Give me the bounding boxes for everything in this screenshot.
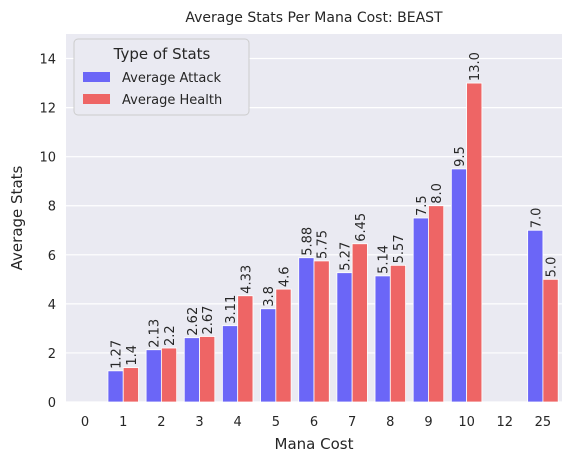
bar-health [237, 295, 254, 403]
data-label: 5.0 [545, 257, 560, 278]
bar-attack [412, 217, 429, 403]
data-label: 4.33 [239, 265, 254, 294]
data-label: 2.2 [163, 325, 178, 346]
legend-box [73, 38, 250, 116]
x-tick-label: 12 [496, 415, 513, 430]
y-tick-label: 12 [39, 102, 56, 117]
x-tick-label: 2 [157, 415, 165, 430]
bar-attack [336, 272, 353, 403]
data-label: 9.5 [453, 146, 468, 167]
y-axis-label: Average Stats [8, 165, 26, 270]
legend-label-attack: Average Attack [122, 71, 221, 86]
bar-health [199, 336, 216, 403]
bar-health [542, 278, 559, 403]
x-tick-label: 10 [458, 415, 475, 430]
bar-health [275, 288, 292, 403]
data-label: 5.88 [300, 227, 315, 256]
legend-swatch-attack [83, 72, 110, 82]
data-label: 5.14 [377, 245, 392, 274]
y-tick-label: 4 [48, 298, 56, 313]
data-label: 1.27 [110, 340, 125, 369]
y-tick-labels: 0 2 4 6 8 10 12 14 [39, 53, 56, 411]
bar-health [466, 82, 483, 403]
x-tick-label: 4 [234, 415, 242, 430]
x-tick-label: 6 [310, 415, 318, 430]
y-tick-label: 0 [48, 396, 56, 411]
bar-attack [374, 275, 391, 403]
legend-label-health: Average Health [122, 93, 222, 108]
data-label: 2.67 [201, 306, 216, 335]
bars [107, 82, 559, 403]
data-label: 2.13 [148, 319, 163, 348]
bar-health [389, 264, 406, 403]
bar-attack [527, 229, 544, 403]
bar-attack [450, 168, 468, 403]
data-label: 6.45 [354, 213, 369, 242]
bar-health [313, 260, 330, 403]
data-label: 5.27 [339, 242, 354, 271]
x-tick-label: 3 [195, 415, 203, 430]
bar-health [160, 347, 178, 403]
x-axis-label: Mana Cost [275, 435, 354, 453]
y-tick-label: 14 [39, 53, 56, 68]
x-tick-label: 1 [119, 415, 127, 430]
bar-health [428, 205, 445, 403]
x-tick-labels: 0 1 2 3 4 5 6 7 8 9 10 12 25 [81, 415, 551, 430]
data-label: 2.62 [186, 307, 201, 336]
bar-attack [145, 349, 162, 403]
bar-attack [222, 325, 239, 403]
bar-health [351, 243, 368, 403]
data-label: 7.5 [415, 195, 430, 216]
legend: Type of Stats Average Attack Average Hea… [73, 38, 250, 116]
x-tick-label: 9 [424, 415, 432, 430]
data-label: 7.0 [529, 208, 544, 229]
y-tick-label: 2 [48, 347, 56, 362]
bar-health [122, 367, 139, 403]
data-label: 4.6 [277, 266, 292, 287]
x-tick-label: 25 [535, 415, 552, 430]
y-tick-label: 10 [39, 151, 56, 166]
chart-title: Average Stats Per Mana Cost: BEAST [185, 10, 443, 26]
y-tick-label: 6 [48, 249, 56, 264]
bar-attack [298, 257, 315, 403]
x-tick-label: 7 [348, 415, 356, 430]
data-label: 1.4 [125, 345, 140, 366]
data-label: 3.11 [224, 295, 239, 324]
data-label: 13.0 [468, 52, 483, 81]
legend-swatch-health [83, 94, 110, 104]
y-tick-label: 8 [48, 200, 56, 215]
bar-attack [183, 337, 200, 403]
bar-attack [260, 308, 277, 403]
data-label: 8.0 [430, 183, 445, 204]
data-label: 5.57 [392, 234, 407, 263]
bar-attack [107, 370, 124, 403]
data-label: 5.75 [316, 230, 331, 259]
legend-title: Type of Stats [113, 45, 211, 63]
data-labels: 1.27 2.13 2.62 3.11 3.8 5.88 5.27 5.14 7.5 9.5 7.0… [110, 52, 560, 369]
x-tick-label: 0 [81, 415, 89, 430]
data-label: 3.8 [262, 286, 277, 307]
x-tick-label: 5 [272, 415, 280, 430]
x-tick-label: 8 [386, 415, 394, 430]
